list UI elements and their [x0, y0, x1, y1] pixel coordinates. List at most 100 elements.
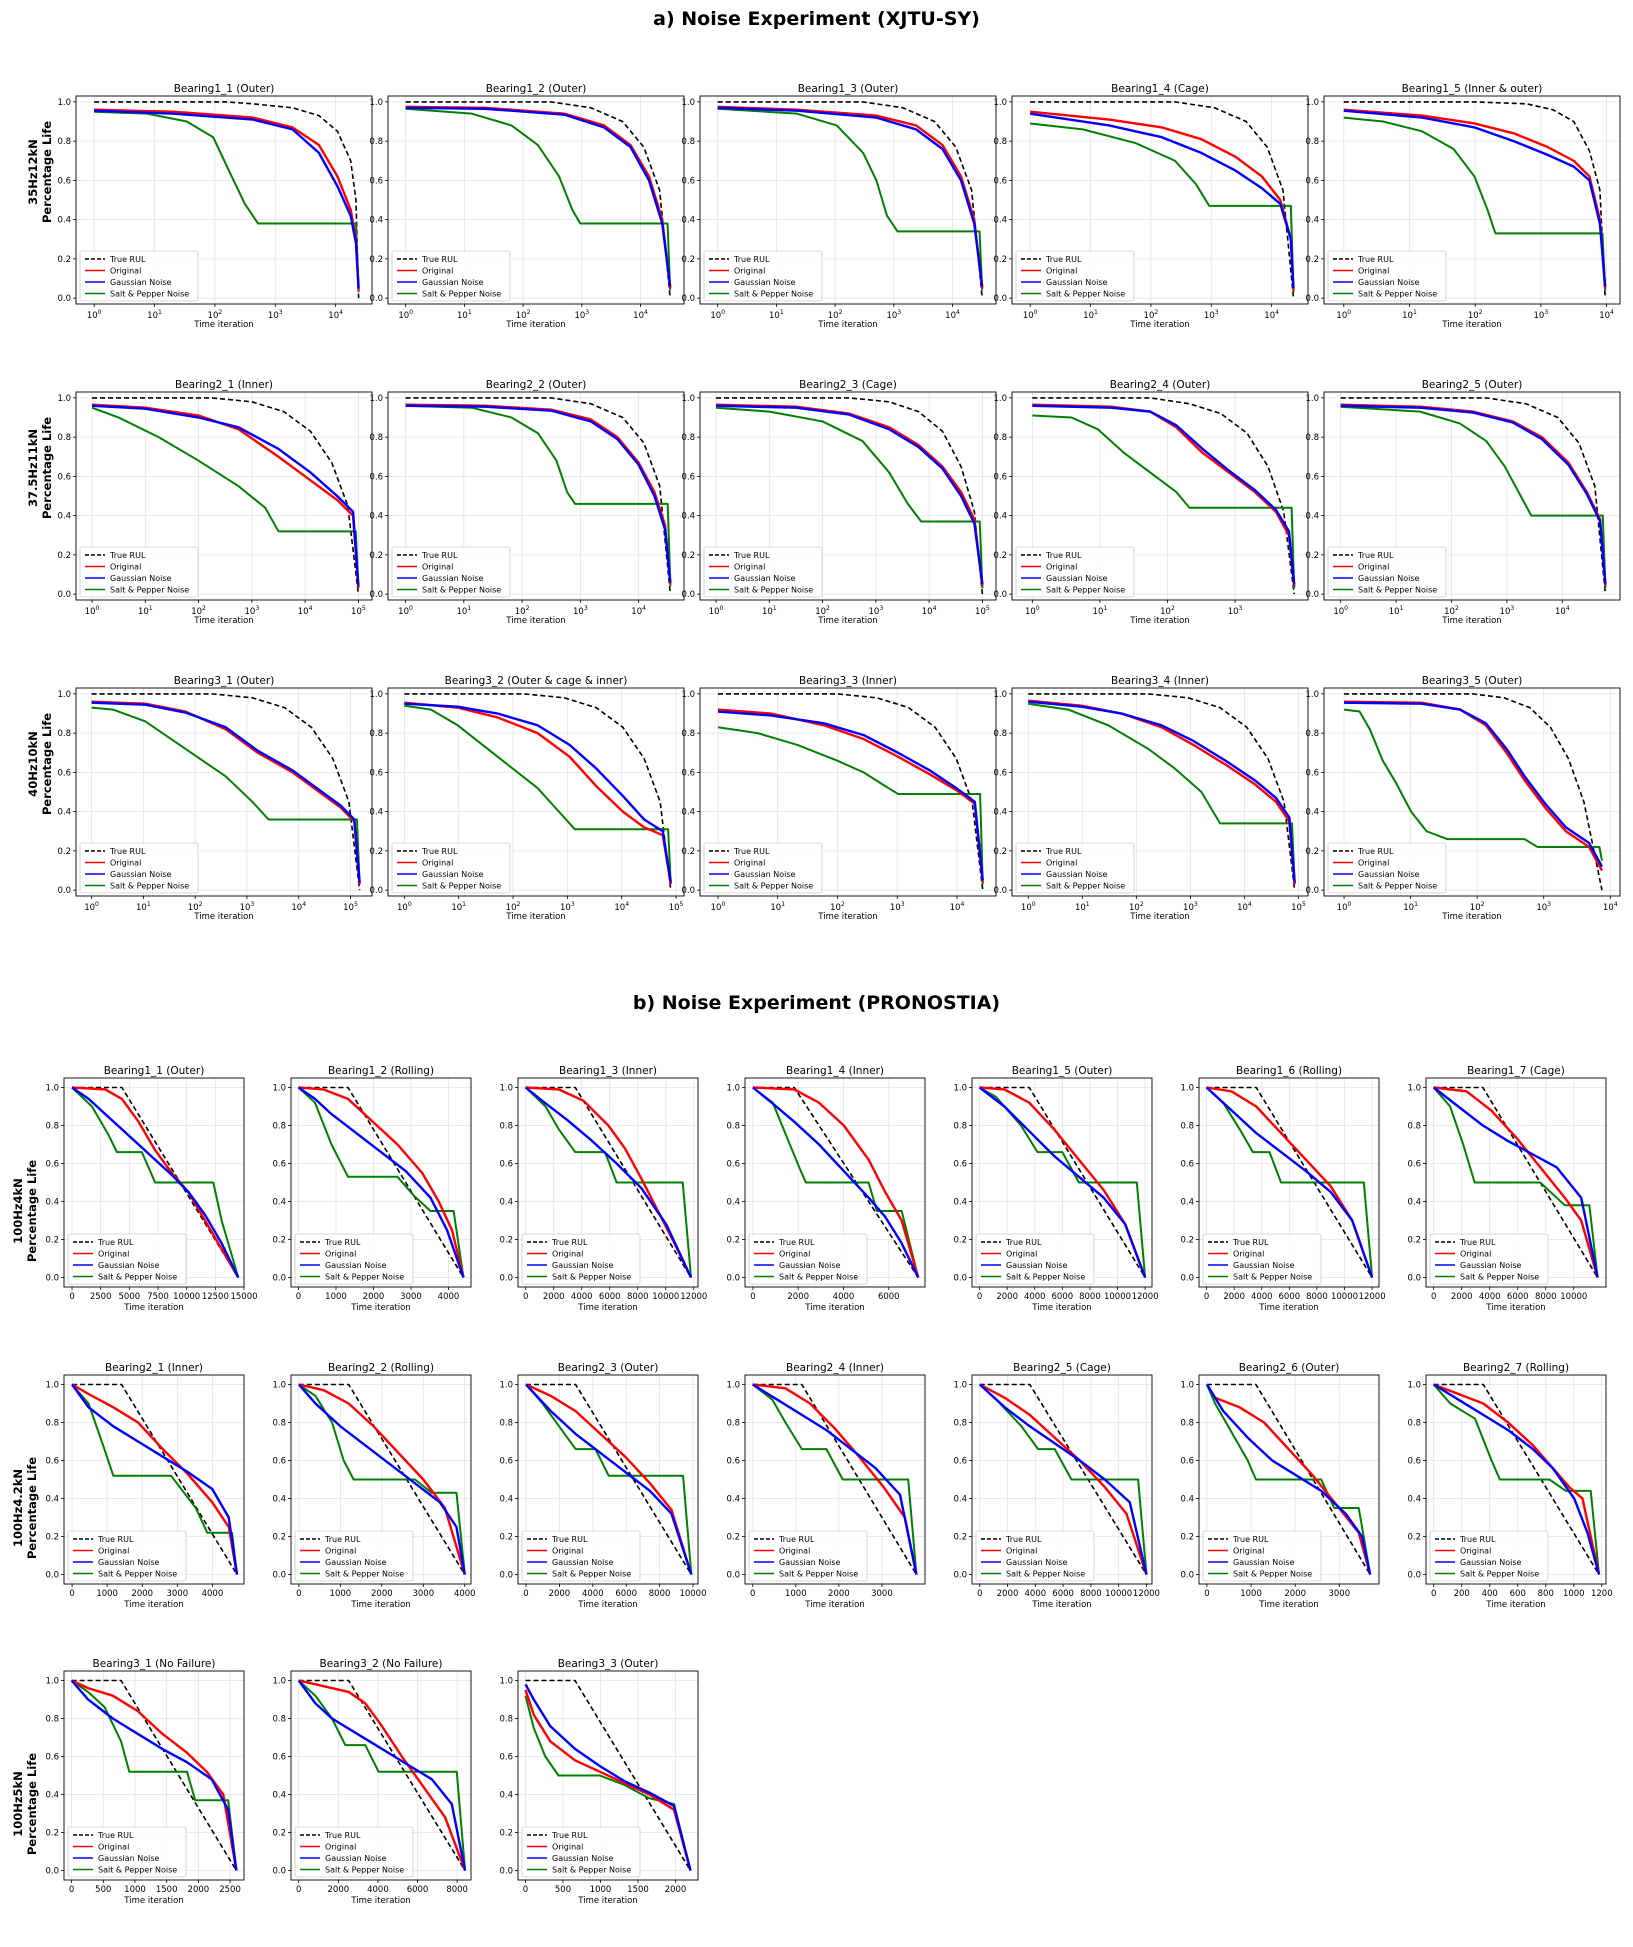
y-tick-label: 0.2 — [953, 1533, 967, 1543]
series-salt-line — [94, 110, 360, 293]
y-tick-label: 0.0 — [1305, 294, 1319, 304]
x-tick-label: 2000 — [787, 1292, 809, 1302]
chart-title: Bearing1_5 (Inner & outer) — [1402, 83, 1543, 95]
x-tick-label: 6000 — [1279, 1292, 1301, 1302]
y-tick-label: 1.0 — [1407, 1084, 1421, 1094]
x-tick-label: 500 — [555, 1885, 571, 1895]
x-tick-label: 102 — [191, 605, 206, 617]
x-tick-label: 6000 — [878, 1292, 900, 1302]
x-tick-label: 102 — [828, 309, 843, 321]
x-tick-label: 104 — [1264, 309, 1279, 321]
legend-box — [1327, 250, 1447, 302]
x-tick-label: 2000 — [996, 1292, 1018, 1302]
x-tick-label: 103 — [560, 901, 575, 913]
series-gaussian-line — [70, 1679, 238, 1871]
y-tick-label: 0.6 — [45, 1160, 59, 1170]
series-original-line — [71, 1086, 240, 1279]
y-tick-label: 0.4 — [45, 1198, 59, 1208]
x-tick-label: 101 — [1403, 901, 1418, 913]
legend-label: Salt & Pepper Noise — [325, 1570, 404, 1579]
y-tick-label: 0.2 — [499, 1533, 513, 1543]
x-tick-label: 15000 — [230, 1292, 257, 1302]
y-tick-label: 1.0 — [681, 394, 695, 404]
series-original-line — [404, 701, 672, 885]
legend-label: True RUL — [97, 1535, 134, 1544]
y-tick-label: 0.8 — [953, 1419, 967, 1429]
y-tick-label: 0.2 — [1180, 1236, 1194, 1246]
chart-title: Bearing2_4 (Inner) — [786, 1362, 884, 1374]
x-tick-label: 0 — [750, 1292, 755, 1302]
y-tick-label: 0.4 — [1407, 1198, 1421, 1208]
legend-box — [294, 1826, 414, 1878]
x-tick-label: 2000 — [1451, 1292, 1473, 1302]
chart-title: Bearing1_1 (Outer) — [174, 83, 275, 95]
chart-title: Bearing3_3 (Outer) — [558, 1658, 659, 1670]
legend-label: Gaussian Noise — [98, 1261, 160, 1270]
series-true-line — [298, 1679, 466, 1871]
x-tick-label: 1500 — [156, 1885, 178, 1895]
legend-label: True RUL — [324, 1238, 361, 1247]
y-tick-label: 1.0 — [369, 394, 383, 404]
x-tick-label: 4000 — [571, 1292, 593, 1302]
legend-box — [391, 546, 511, 598]
series-original-line — [298, 1679, 467, 1871]
x-tick-label: 102 — [188, 901, 203, 913]
x-tick-label: 101 — [451, 901, 466, 913]
series-true-line — [1344, 693, 1603, 891]
x-tick-label: 10000 — [1331, 1292, 1358, 1302]
x-axis-label: Time iteration — [817, 320, 877, 330]
y-tick-label: 0.8 — [499, 1122, 513, 1132]
series-salt-line — [525, 1383, 693, 1575]
series-true-line — [1028, 693, 1296, 891]
x-tick-label: 10000 — [173, 1292, 200, 1302]
x-tick-label: 3000 — [400, 1292, 422, 1302]
y-tick-label: 0.2 — [57, 255, 71, 265]
legend-label: True RUL — [324, 1535, 361, 1544]
x-tick-label: 4000 — [1251, 1292, 1273, 1302]
y-tick-label: 0.6 — [499, 1457, 513, 1467]
y-tick-label: 0.4 — [57, 216, 71, 226]
legend-label: Salt & Pepper Noise — [325, 1273, 404, 1282]
chart-title: Bearing1_7 (Cage) — [1467, 1065, 1565, 1077]
series-salt-line — [1432, 1086, 1599, 1278]
x-tick-label: 4000 — [202, 1589, 224, 1599]
y-tick-label: 0.8 — [45, 1419, 59, 1429]
x-tick-label: 0 — [69, 1589, 74, 1599]
chart-xjtu-11: Bearing3_2 (Outer & cage & inner) 0.0 0.2 0… — [369, 675, 685, 922]
row-ylabel: Percentage Life — [25, 1456, 39, 1560]
x-axis-label: Time iteration — [804, 1303, 864, 1313]
row-ylabel: Percentage Life — [40, 120, 54, 224]
x-tick-label: 0 — [523, 1292, 528, 1302]
series-salt-line — [717, 726, 984, 885]
chart-pronostia-0: Bearing1_1 (Outer) 0.0 0.2 0.4 0.6 0.8 1.0 0 250… — [45, 1065, 257, 1313]
y-tick-label: 0.8 — [1407, 1419, 1421, 1429]
legend-box — [975, 1530, 1095, 1582]
legend-box — [79, 546, 199, 598]
plot-frame — [1011, 687, 1309, 897]
x-tick-label: 101 — [762, 605, 777, 617]
series-original-line — [298, 1086, 465, 1278]
series-gaussian-line — [297, 1679, 467, 1871]
y-tick-label: 0.4 — [45, 1495, 59, 1505]
x-tick-label: 200 — [1454, 1589, 1470, 1599]
legend-label: True RUL — [733, 551, 770, 560]
y-tick-label: 0.2 — [1305, 551, 1319, 561]
y-tick-label: 0.0 — [953, 1571, 967, 1581]
x-tick-label: 12000 — [1359, 1292, 1386, 1302]
x-tick-label: 103 — [574, 309, 589, 321]
legend-label: Original — [98, 1547, 129, 1556]
y-tick-label: 0.0 — [45, 1571, 59, 1581]
y-tick-label: 0.8 — [1407, 1122, 1421, 1132]
x-axis-label: Time iteration — [1441, 912, 1501, 922]
legend-label: Salt & Pepper Noise — [1460, 1570, 1539, 1579]
x-tick-label: 12500 — [202, 1292, 229, 1302]
legend-label: Gaussian Noise — [422, 574, 484, 583]
chart-xjtu-3: Bearing1_4 (Cage) 0.0 0.2 0.4 0.6 0.8 1.0 100 10… — [993, 83, 1309, 330]
x-tick-label: 1000 — [124, 1885, 146, 1895]
legend-label: Original — [422, 859, 453, 868]
x-tick-label: 104 — [945, 309, 960, 321]
x-tick-label: 2000 — [665, 1885, 687, 1895]
chart-xjtu-2: Bearing1_3 (Outer) 0.0 0.2 0.4 0.6 0.8 1.0 100 1… — [681, 83, 997, 330]
series-salt-line — [1030, 122, 1295, 293]
legend-label: Salt & Pepper Noise — [110, 586, 189, 595]
